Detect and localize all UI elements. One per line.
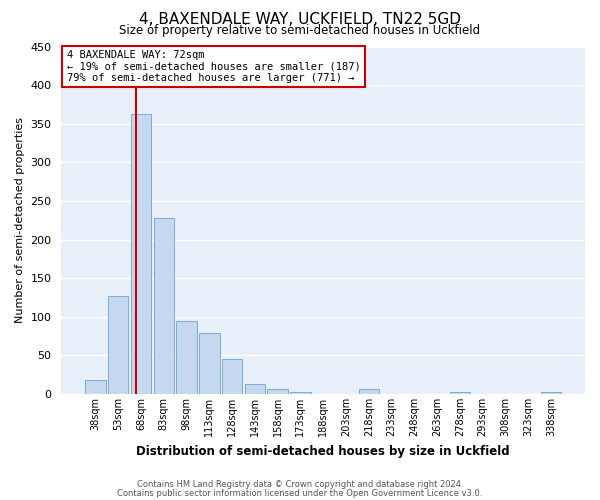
Bar bbox=[245, 384, 265, 394]
Y-axis label: Number of semi-detached properties: Number of semi-detached properties bbox=[15, 118, 25, 324]
Text: 4, BAXENDALE WAY, UCKFIELD, TN22 5GD: 4, BAXENDALE WAY, UCKFIELD, TN22 5GD bbox=[139, 12, 461, 28]
Bar bbox=[290, 392, 311, 394]
Bar bbox=[154, 218, 174, 394]
Bar bbox=[449, 392, 470, 394]
X-axis label: Distribution of semi-detached houses by size in Uckfield: Distribution of semi-detached houses by … bbox=[136, 444, 510, 458]
Text: Contains public sector information licensed under the Open Government Licence v3: Contains public sector information licen… bbox=[118, 488, 482, 498]
Bar bbox=[131, 114, 151, 394]
Bar bbox=[541, 392, 561, 394]
Bar bbox=[199, 333, 220, 394]
Bar bbox=[176, 320, 197, 394]
Text: Size of property relative to semi-detached houses in Uckfield: Size of property relative to semi-detach… bbox=[119, 24, 481, 37]
Bar bbox=[85, 380, 106, 394]
Bar bbox=[222, 360, 242, 394]
Bar bbox=[108, 296, 128, 394]
Text: 4 BAXENDALE WAY: 72sqm
← 19% of semi-detached houses are smaller (187)
79% of se: 4 BAXENDALE WAY: 72sqm ← 19% of semi-det… bbox=[67, 50, 361, 83]
Text: Contains HM Land Registry data © Crown copyright and database right 2024.: Contains HM Land Registry data © Crown c… bbox=[137, 480, 463, 489]
Bar bbox=[359, 390, 379, 394]
Bar bbox=[268, 390, 288, 394]
